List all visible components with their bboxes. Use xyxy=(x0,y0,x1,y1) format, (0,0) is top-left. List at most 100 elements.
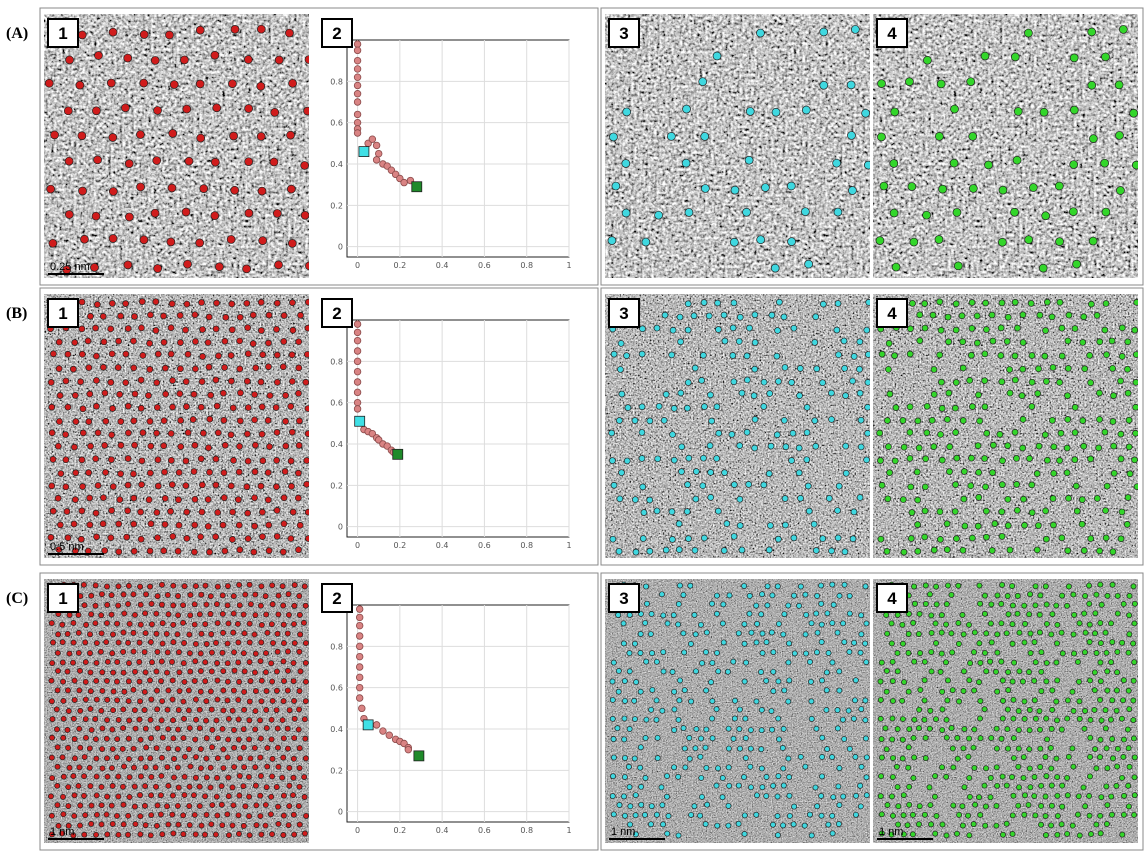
atom-marker xyxy=(269,737,274,742)
atom-marker xyxy=(182,792,187,797)
atom-marker xyxy=(770,822,775,827)
atom-marker xyxy=(917,611,922,616)
atom-marker xyxy=(105,659,110,664)
atom-marker xyxy=(851,640,856,645)
atom-marker xyxy=(989,547,995,553)
atom-marker xyxy=(999,736,1004,741)
atom-marker xyxy=(917,338,923,344)
x-tick-label: 0.2 xyxy=(393,261,406,270)
atom-marker xyxy=(1087,678,1092,683)
atom-marker xyxy=(187,725,192,730)
atom-marker xyxy=(220,522,226,528)
atom-marker xyxy=(775,794,780,799)
atom-marker xyxy=(252,442,258,448)
atom-marker xyxy=(231,745,236,750)
atom-marker xyxy=(1011,660,1016,665)
atom-marker xyxy=(186,688,191,693)
atom-marker xyxy=(814,611,819,616)
atom-marker xyxy=(198,668,203,673)
atom-marker xyxy=(109,187,117,195)
atom-marker xyxy=(226,716,231,721)
atom-marker xyxy=(829,416,835,422)
atom-marker xyxy=(231,186,239,194)
atom-marker xyxy=(887,391,893,397)
atom-marker xyxy=(1029,379,1035,385)
atom-marker xyxy=(967,377,973,383)
atom-marker xyxy=(178,444,184,450)
atom-marker xyxy=(749,630,754,635)
atom-marker xyxy=(192,442,198,448)
atom-marker xyxy=(1076,794,1081,799)
atom-marker xyxy=(138,325,144,331)
atom-marker xyxy=(177,312,183,318)
atom-marker xyxy=(149,622,154,627)
atom-marker xyxy=(923,583,928,588)
atom-marker xyxy=(710,736,715,741)
atom-marker xyxy=(188,764,193,769)
atom-marker xyxy=(982,783,987,788)
atom-marker xyxy=(1132,660,1137,665)
atom-marker xyxy=(1096,390,1102,396)
atom-marker xyxy=(237,793,242,798)
atom-marker xyxy=(667,132,675,140)
atom-marker xyxy=(66,708,71,713)
atom-marker xyxy=(744,353,750,359)
atom-marker xyxy=(1005,443,1011,449)
atom-marker xyxy=(1114,688,1119,693)
atom-marker xyxy=(1098,620,1103,625)
atom-marker xyxy=(257,82,265,90)
scatter-point xyxy=(356,606,363,613)
atom-marker xyxy=(720,621,725,626)
atom-marker xyxy=(1055,622,1060,627)
atom-marker xyxy=(679,444,685,450)
atom-marker xyxy=(1072,457,1078,463)
atom-marker xyxy=(231,25,239,33)
atom-marker xyxy=(116,521,122,527)
atom-marker xyxy=(208,785,213,790)
atom-marker xyxy=(1094,822,1099,827)
atom-marker xyxy=(709,418,715,424)
atom-marker xyxy=(281,813,286,818)
atom-marker xyxy=(639,455,645,461)
atom-marker xyxy=(81,774,86,779)
atom-marker xyxy=(945,678,950,683)
atom-marker xyxy=(109,612,114,617)
atom-marker xyxy=(1011,755,1016,760)
atom-marker xyxy=(1049,417,1055,423)
atom-marker xyxy=(101,339,107,345)
atom-marker xyxy=(143,823,148,828)
atom-marker xyxy=(1088,81,1096,89)
atom-marker xyxy=(200,353,206,359)
atom-marker xyxy=(175,497,181,503)
atom-marker xyxy=(260,352,266,358)
atom-marker xyxy=(852,698,857,703)
atom-marker xyxy=(1088,831,1093,836)
atom-marker xyxy=(297,522,303,528)
atom-marker xyxy=(1094,650,1099,655)
atom-marker xyxy=(1097,339,1103,345)
atom-marker xyxy=(89,803,94,808)
atom-marker xyxy=(1027,455,1033,461)
panel: 1 nm1 xyxy=(44,579,309,843)
atom-marker xyxy=(671,405,677,411)
atom-marker xyxy=(767,391,773,397)
atom-marker xyxy=(241,689,246,694)
atom-marker xyxy=(865,430,871,436)
atom-marker xyxy=(908,484,914,490)
atom-marker xyxy=(999,621,1004,626)
atom-marker xyxy=(1065,548,1071,554)
atom-marker xyxy=(155,351,161,357)
atom-marker xyxy=(127,794,132,799)
atom-marker xyxy=(766,471,772,477)
atom-marker xyxy=(83,697,88,702)
atom-marker xyxy=(99,592,104,597)
atom-marker xyxy=(263,594,268,599)
atom-marker xyxy=(236,831,241,836)
atom-marker xyxy=(276,804,281,809)
atom-marker xyxy=(759,728,764,733)
atom-marker xyxy=(911,584,916,589)
atom-marker xyxy=(100,313,106,319)
atom-marker xyxy=(219,802,224,807)
atom-marker xyxy=(60,622,65,627)
atom-marker xyxy=(183,379,189,385)
